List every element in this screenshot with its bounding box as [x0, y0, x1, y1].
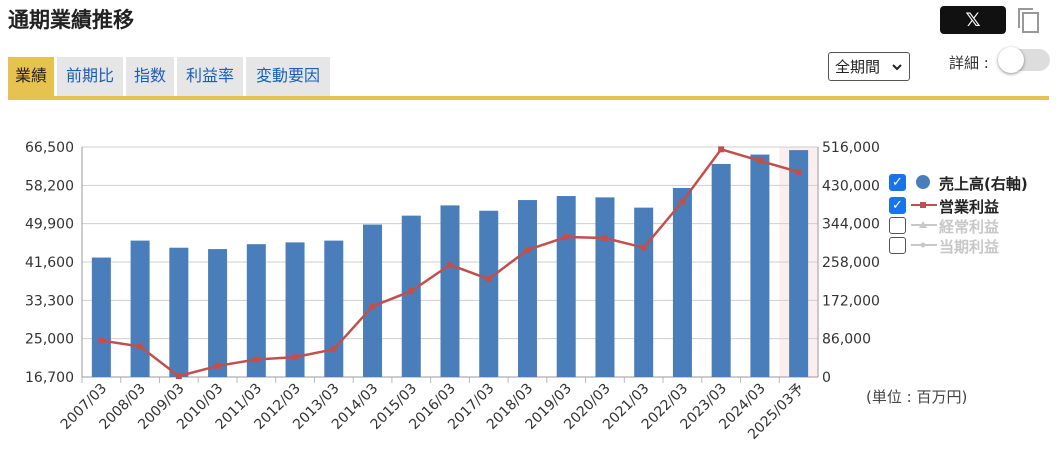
line-square-marker-icon [911, 202, 937, 208]
bar-sales [711, 163, 731, 377]
point-operating-income [640, 244, 647, 251]
legend-label-net-income: 当期利益 [939, 238, 1000, 256]
line-triangle-marker-icon [911, 221, 937, 228]
point-operating-income [563, 234, 570, 241]
point-operating-income [408, 288, 415, 295]
y-right-tick-label: 430,000 [822, 178, 880, 194]
point-operating-income [98, 337, 105, 344]
point-operating-income [601, 234, 608, 241]
chevron-down-icon [891, 53, 903, 90]
tab-hendo-yoin[interactable]: 変動要因 [246, 57, 330, 96]
bar-sales [440, 205, 460, 377]
y-left-tick-label: 41,600 [25, 255, 74, 271]
detail-toggle[interactable] [998, 47, 1050, 73]
unit-label: (単位 : 百万円) [866, 388, 968, 406]
bar-sales [246, 244, 266, 377]
bar-sales [634, 207, 654, 377]
y-left-tick-label: 16,700 [25, 370, 74, 386]
bar-sales [595, 197, 615, 377]
bar-sales [556, 196, 576, 377]
period-select-value: 全期間 [835, 58, 881, 76]
point-operating-income [292, 354, 299, 361]
y-left-tick-label: 33,300 [25, 293, 74, 309]
legend-label-sales: 売上高(右軸) [939, 175, 1028, 193]
checkbox-ordinary-income[interactable] [889, 217, 906, 234]
point-operating-income [524, 246, 531, 253]
point-operating-income [756, 157, 763, 164]
point-operating-income [214, 362, 221, 369]
bar-sales [789, 150, 809, 377]
circle-marker-icon [916, 175, 930, 189]
bar-sales [750, 154, 770, 377]
bar-sales [324, 240, 344, 377]
legend-label-ordinary-income: 経常利益 [939, 218, 1000, 236]
bar-sales [672, 188, 692, 377]
point-operating-income [795, 168, 802, 175]
bar-sales [169, 247, 189, 377]
period-select[interactable]: 全期間 [828, 52, 910, 81]
checkbox-sales[interactable]: ✓ [889, 174, 906, 191]
line-marker-icon [911, 242, 937, 248]
y-right-tick-label: 516,000 [822, 140, 880, 156]
tab-zenkihi[interactable]: 前期比 [57, 57, 123, 96]
copy-icon[interactable] [1016, 6, 1042, 36]
point-operating-income [137, 343, 144, 350]
point-operating-income [369, 303, 376, 310]
point-operating-income [253, 356, 260, 363]
point-operating-income [330, 346, 337, 353]
tab-riekiritsu[interactable]: 利益率 [177, 57, 243, 96]
bar-sales [285, 242, 305, 377]
y-right-tick-label: 0 [822, 370, 831, 386]
y-right-tick-label: 172,000 [822, 293, 880, 309]
bar-sales [363, 224, 383, 377]
point-operating-income [485, 276, 492, 283]
bar-sales [208, 249, 228, 377]
page-title: 通期業績推移 [8, 8, 134, 32]
bar-sales [130, 240, 150, 377]
share-x-button[interactable]: 𝕏 [940, 6, 1006, 34]
bar-sales [479, 210, 499, 377]
y-left-tick-label: 66,500 [25, 140, 74, 156]
legend-label-operating-income: 営業利益 [939, 198, 1000, 216]
point-operating-income [718, 146, 725, 153]
checkbox-operating-income[interactable]: ✓ [889, 197, 906, 214]
tab-shisu[interactable]: 指数 [126, 57, 174, 96]
y-left-tick-label: 58,200 [25, 178, 74, 194]
point-operating-income [679, 198, 686, 205]
bar-sales [91, 257, 111, 377]
y-left-tick-label: 49,900 [25, 217, 74, 233]
checkbox-net-income[interactable] [889, 237, 906, 254]
y-right-tick-label: 86,000 [822, 332, 871, 348]
y-left-tick-label: 25,000 [25, 332, 74, 348]
point-operating-income [447, 261, 453, 268]
y-right-tick-label: 258,000 [822, 255, 880, 271]
bar-sales [401, 215, 421, 377]
tab-gyoseki[interactable]: 業績 [8, 57, 54, 96]
detail-label: 詳細 : [949, 54, 989, 72]
tab-underline [8, 96, 1049, 100]
y-right-tick-label: 344,000 [822, 217, 880, 233]
bar-sales [517, 200, 537, 377]
point-operating-income [175, 373, 182, 380]
toggle-knob [998, 47, 1024, 73]
